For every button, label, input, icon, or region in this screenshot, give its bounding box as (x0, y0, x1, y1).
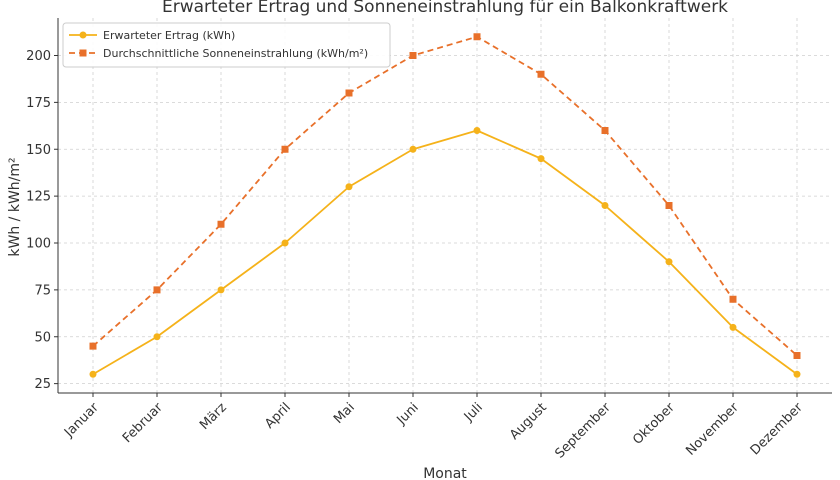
chart-title: Erwarteter Ertrag und Sonneneinstrahlung… (162, 0, 728, 17)
x-tick-label: September (552, 400, 614, 462)
y-tick-label: 25 (34, 377, 51, 392)
series-2-point (729, 295, 737, 303)
x-tick-label: Oktober (630, 400, 678, 448)
x-tick-label: Juli (461, 400, 486, 425)
series-2-point (281, 145, 289, 153)
series-1-point (793, 370, 801, 378)
series-1-point (729, 323, 737, 331)
series-1-point (473, 127, 481, 134)
grid (58, 18, 832, 393)
series-1-point (217, 286, 225, 294)
series-2-point (217, 220, 225, 228)
y-tick-label: 150 (26, 143, 51, 158)
series-2-point (409, 52, 417, 59)
series-line-1 (92, 129, 798, 376)
legend-label-2: Durchschnittliche Sonneneinstrahlung (kW… (103, 47, 368, 60)
y-tick-label: 175 (26, 96, 51, 111)
series-2-point (153, 286, 161, 294)
series-2-point (793, 352, 801, 359)
x-tick-label: März (197, 400, 230, 433)
x-tick-label: Dezember (748, 400, 807, 459)
series-1-point (601, 202, 609, 209)
series-1-point (345, 183, 353, 191)
legend-marker-1 (79, 31, 87, 39)
legend-label-1: Erwarteter Ertrag (kWh) (103, 29, 235, 42)
x-axis-label: Monat (423, 466, 467, 480)
y-tick-label: 50 (34, 330, 51, 345)
x-tick-label: April (262, 400, 294, 432)
series-layer (89, 33, 801, 378)
series-1-point (89, 370, 97, 378)
legend-box (62, 22, 391, 68)
y-axis-label: kWh / kWh/m² (7, 157, 23, 256)
series-2-point (601, 127, 609, 134)
y-tick-label: 125 (26, 190, 51, 205)
axes: 25 50 75 100 125 150 175 200 Januar Februar März Ap… (26, 18, 832, 462)
x-tick-label: November (683, 400, 742, 459)
y-tick-label: 200 (26, 49, 51, 64)
series-2-point (89, 342, 97, 350)
x-tick-label: August (507, 400, 550, 443)
x-tick-label: Juni (394, 400, 422, 428)
y-tick-label: 75 (34, 283, 51, 298)
series-1-point (665, 258, 673, 266)
x-tick-label: Januar (61, 400, 102, 441)
y-tick-label: 100 (26, 237, 51, 252)
legend-marker-2 (79, 49, 87, 57)
legend: Erwarteter Ertrag (kWh) Durchschnittliche… (62, 22, 391, 68)
series-1-point (537, 155, 545, 163)
series-2-point (537, 70, 545, 78)
series-2-point (345, 89, 353, 97)
series-line-2 (92, 35, 798, 357)
series-1-point (409, 145, 417, 153)
series-1-point (153, 333, 161, 341)
series-2-point (473, 33, 481, 41)
series-2-point (665, 202, 673, 209)
x-tick-label: Februar (120, 400, 166, 446)
x-tick-label: Mai (331, 400, 358, 427)
series-1-point (281, 239, 289, 247)
